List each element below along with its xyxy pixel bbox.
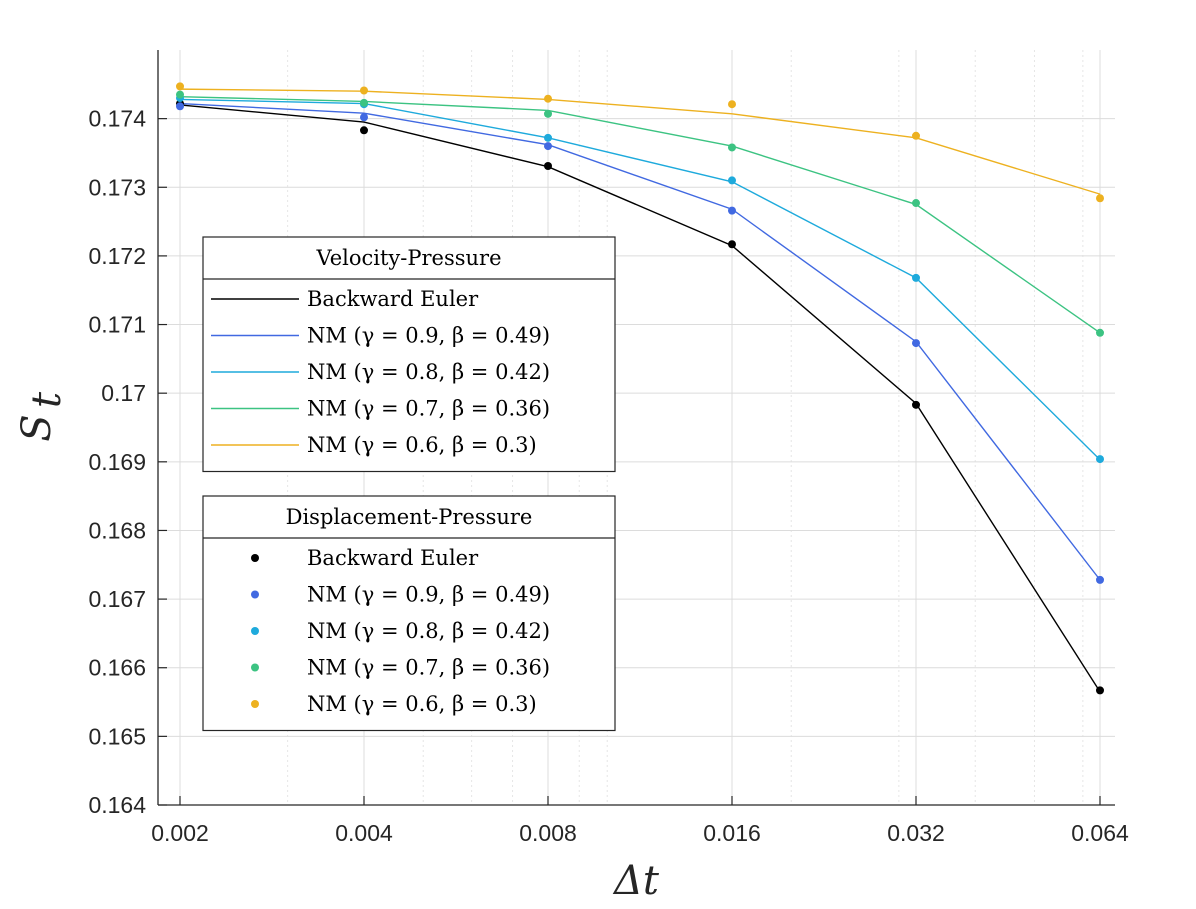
y-axis-title-sub: t	[24, 391, 70, 408]
marker-point-2	[1096, 455, 1104, 464]
y-tick-label: 0.173	[88, 174, 146, 200]
marker-point-3	[912, 199, 920, 208]
marker-point-4	[912, 131, 920, 140]
line-series-4	[179, 88, 1101, 195]
y-tick-label: 0.172	[88, 243, 146, 269]
y-tick-label: 0.165	[88, 723, 146, 749]
y-tick-label: 0.17	[101, 380, 146, 406]
marker-point-3	[1096, 328, 1104, 337]
marker-point-4	[360, 86, 368, 95]
y-tick-label: 0.169	[88, 449, 146, 475]
legend-entry-label: NM (γ = 0.8, β = 0.42)	[307, 360, 550, 384]
y-axis-title: St	[14, 391, 70, 442]
line-series-2	[179, 98, 1101, 461]
line-series-0	[179, 104, 1101, 693]
x-tick-label: 0.016	[703, 820, 761, 846]
x-tick-label: 0.008	[519, 820, 577, 846]
marker-point-3	[176, 90, 184, 99]
x-axis-title: Δt	[612, 858, 660, 904]
legend-entry-label: NM (γ = 0.6, β = 0.3)	[307, 433, 537, 457]
legend-entry-label: NM (γ = 0.7, β = 0.36)	[307, 656, 550, 680]
line-series-1	[179, 102, 1101, 581]
legend-box	[202, 495, 616, 732]
x-tick-label: 0.004	[335, 820, 393, 846]
marker-point-1	[728, 206, 736, 215]
y-tick-label: 0.174	[88, 106, 146, 132]
marker-point-3	[360, 98, 368, 107]
y-tick-label: 0.171	[88, 312, 146, 338]
legend-entry-label: NM (γ = 0.8, β = 0.42)	[307, 619, 550, 643]
marker-point-0	[360, 126, 368, 135]
legend-box	[202, 236, 616, 473]
marker-point-4	[176, 82, 184, 91]
legend-entry-label: NM (γ = 0.6, β = 0.3)	[307, 692, 537, 716]
x-tick-label: 0.064	[1071, 820, 1129, 846]
marker-point-1	[912, 339, 920, 348]
marker-point-2	[912, 273, 920, 282]
y-tick-label: 0.164	[88, 792, 146, 818]
y-tick-label: 0.166	[88, 655, 146, 681]
legend-marker-swatch	[251, 700, 259, 708]
marker-point-4	[728, 100, 736, 109]
marker-point-3	[544, 109, 552, 118]
axes-layer: 0.164 0.165 0.166 0.167 0.168 0.169 0.17 0.171 0…	[14, 50, 1129, 904]
legend-entry-label: NM (γ = 0.9, β = 0.49)	[307, 583, 550, 607]
legend-marker-swatch	[251, 663, 259, 672]
marker-point-1	[176, 102, 184, 111]
legend-marker-swatch	[251, 554, 259, 562]
x-tick-label: 0.002	[151, 820, 209, 846]
marker-point-2	[544, 133, 552, 142]
legend-marker-swatch	[251, 590, 259, 599]
legend-title: Velocity-Pressure	[315, 246, 501, 270]
marker-point-4	[1096, 194, 1104, 203]
series-layer	[176, 82, 1104, 695]
marker-point-0	[912, 400, 920, 409]
x-tick-label: 0.032	[887, 820, 945, 846]
legend-entry-label: NM (γ = 0.9, β = 0.49)	[307, 324, 550, 348]
marker-point-0	[544, 161, 552, 170]
legend-entry-label: NM (γ = 0.7, β = 0.36)	[307, 397, 550, 421]
y-tick-label: 0.167	[88, 586, 146, 612]
marker-point-1	[544, 142, 552, 151]
marker-point-1	[1096, 575, 1104, 584]
legend-title: Displacement-Pressure	[286, 505, 533, 529]
y-axis-title-main: S	[14, 414, 60, 441]
marker-point-1	[360, 113, 368, 122]
legend-entry-label: Backward Euler	[307, 546, 479, 570]
marker-point-4	[544, 94, 552, 103]
legend-layer: Velocity-Pressure Backward Euler NM (γ = 0…	[202, 236, 616, 732]
legend-entry-label: Backward Euler	[307, 287, 479, 311]
y-tick-label: 0.168	[88, 517, 146, 543]
marker-point-0	[1096, 686, 1104, 695]
marker-point-2	[728, 176, 736, 185]
marker-point-3	[728, 143, 736, 152]
legend-marker-swatch	[251, 627, 259, 635]
line-series-3	[179, 95, 1101, 334]
marker-point-0	[728, 240, 736, 249]
